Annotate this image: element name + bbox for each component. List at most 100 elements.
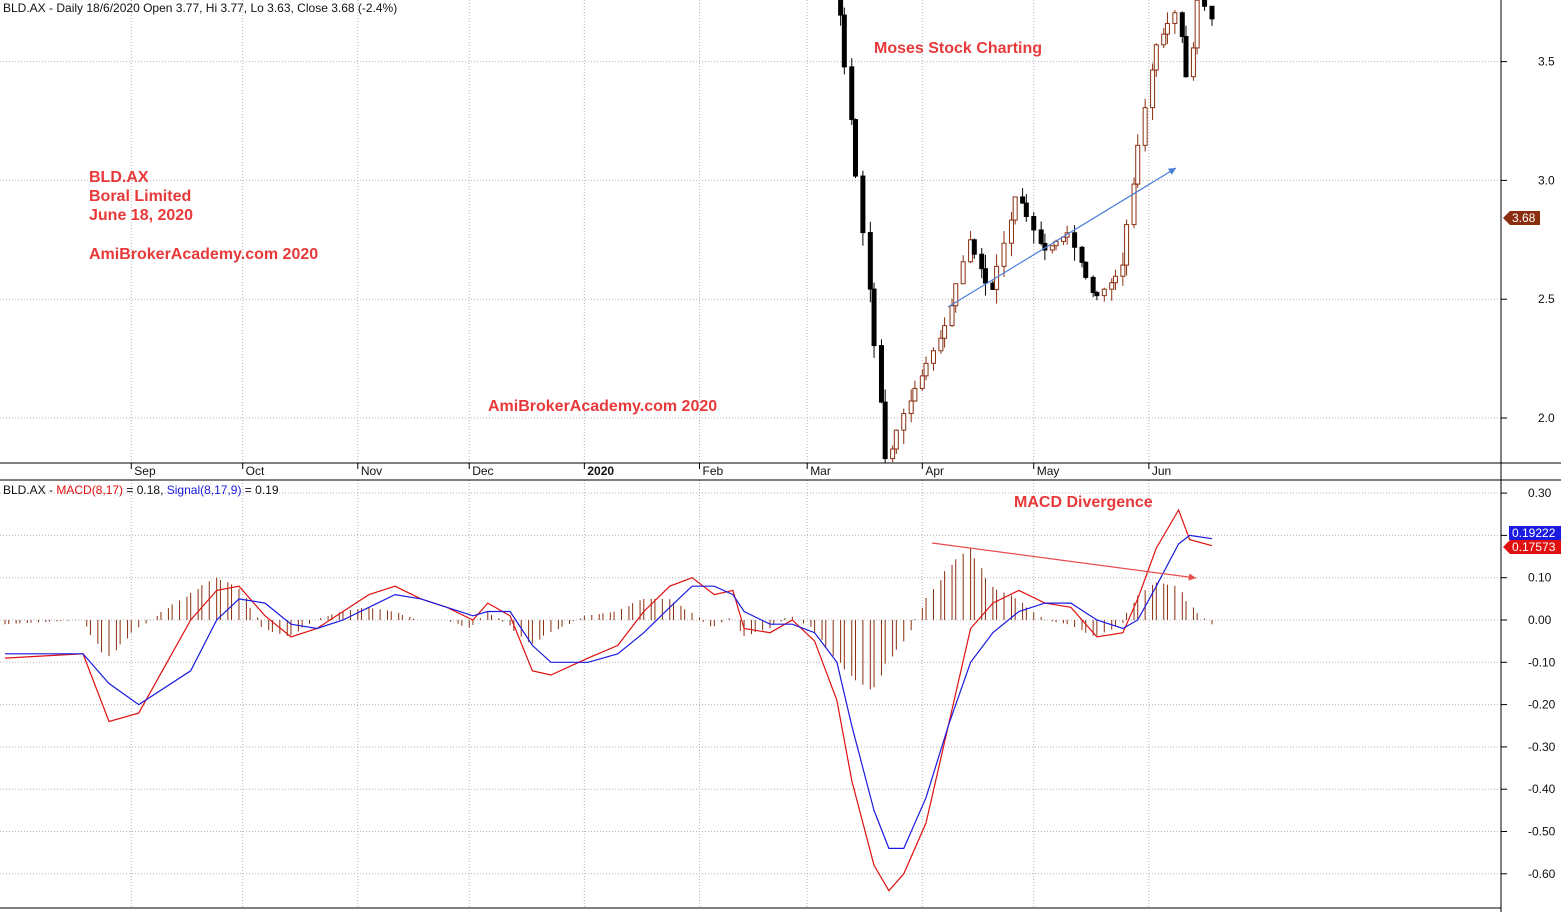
macd-tick-label: -0.20 <box>1528 698 1556 712</box>
signal-line <box>5 534 1213 850</box>
candle-body <box>841 14 847 68</box>
candle-body <box>1023 202 1029 217</box>
macd-tick-label: -0.30 <box>1528 740 1556 754</box>
x-tick-label: Feb <box>702 464 723 478</box>
price-header: BLD.AX - Daily 18/6/2020 Open 3.77, Hi 3… <box>3 1 397 15</box>
chart-grid <box>0 0 1501 908</box>
macd-tick-label: 0.30 <box>1528 486 1552 500</box>
candle-body <box>971 239 977 255</box>
candle-body <box>1038 229 1044 244</box>
macd-tick-label: 0.00 <box>1528 613 1552 627</box>
macd-header: BLD.AX - MACD(8,17) = 0.18, Signal(8,17,… <box>3 483 279 497</box>
macd-histogram <box>4 548 1213 690</box>
candle-body <box>949 305 955 327</box>
signal-label: Signal(8,17,9) <box>167 483 242 497</box>
macd-tick-label: -0.40 <box>1528 782 1556 796</box>
macd-label: MACD(8,17) <box>56 483 123 497</box>
macd-tick-label: -0.60 <box>1528 867 1556 881</box>
candle-body <box>1020 196 1026 204</box>
macd-tick-label: -0.50 <box>1528 825 1556 839</box>
brand-annotation: Moses Stock Charting <box>874 40 1042 57</box>
candle-body <box>901 413 907 431</box>
candle-body <box>1083 261 1089 278</box>
candle-body <box>1094 291 1100 297</box>
candle-body <box>1190 47 1196 78</box>
x-tick-label: Nov <box>361 464 382 478</box>
svg-text:3.68: 3.68 <box>1512 211 1536 225</box>
candle-body <box>882 401 888 460</box>
candle-body <box>1142 107 1148 146</box>
candle-body <box>1109 282 1115 290</box>
candle-body <box>871 288 877 347</box>
candle-body <box>923 362 929 377</box>
macd-tick-label: 0.10 <box>1528 571 1552 585</box>
macd-divergence-arrow <box>931 542 1197 581</box>
candle-body <box>1161 33 1167 46</box>
candle-body <box>979 253 985 270</box>
candle-body <box>1101 288 1107 297</box>
candle-body <box>1008 219 1014 244</box>
axis-ticks: Sep Oct Nov Dec 2020 Feb Mar Apr May Jun 2.0 2.5 3.0… <box>130 55 1556 881</box>
price-trend-arrow <box>947 167 1177 308</box>
candle-body <box>1001 242 1007 267</box>
macd-tick-label: -0.10 <box>1528 655 1556 669</box>
x-tick-label: May <box>1037 464 1060 478</box>
macd-value-tag: 0.17573 <box>1503 540 1561 554</box>
candle-body <box>1209 5 1215 20</box>
price-tick-label: 3.5 <box>1538 55 1555 69</box>
price-tick-label: 2.0 <box>1538 411 1555 425</box>
x-tick-label: 2020 <box>587 464 614 478</box>
watermark-center: AmiBrokerAcademy.com 2020 <box>488 398 717 415</box>
signal-value-tag: 0.19222 <box>1509 526 1561 540</box>
x-tick-label: Jun <box>1152 464 1171 478</box>
candle-body <box>912 387 918 402</box>
macd-value: = 0.18, <box>123 483 167 497</box>
candle-body <box>942 325 948 339</box>
candle-body <box>1179 12 1185 38</box>
macd-line <box>4 508 1213 892</box>
macd-header-prefix: BLD.AX - <box>3 483 56 497</box>
candle-body <box>930 350 936 364</box>
candle-body <box>1131 183 1137 226</box>
watermark-left: AmiBrokerAcademy.com 2020 <box>89 246 318 263</box>
candle-body <box>960 261 966 285</box>
candle-body <box>1049 245 1055 251</box>
signal-value: = 0.19 <box>241 483 278 497</box>
candle-body <box>1124 224 1130 266</box>
candle-body <box>1090 276 1096 293</box>
candle-body <box>982 268 988 284</box>
price-candles <box>838 0 1215 464</box>
candle-body <box>893 429 899 450</box>
candle-body <box>1183 36 1189 78</box>
x-tick-label: Dec <box>472 464 493 478</box>
candle-body <box>908 400 914 415</box>
x-tick-label: Oct <box>246 464 265 478</box>
candle-body <box>1202 0 1208 7</box>
candle-body <box>1120 264 1126 277</box>
candle-body <box>1072 232 1078 248</box>
company-annotation: Boral Limited <box>89 188 191 205</box>
candle-body <box>1164 22 1170 35</box>
candle-body <box>1194 0 1200 49</box>
candle-body <box>867 232 873 290</box>
candle-body <box>1150 69 1156 109</box>
candle-body <box>919 375 925 389</box>
candle-body <box>1031 215 1037 231</box>
candle-body <box>953 283 959 307</box>
price-tick-label: 3.0 <box>1538 173 1555 187</box>
last-price-tag: 3.68 <box>1503 211 1540 225</box>
date-annotation: June 18, 2020 <box>89 207 193 224</box>
candle-body <box>878 345 884 403</box>
candle-body <box>1172 12 1178 24</box>
indicator-lines <box>4 508 1213 892</box>
price-tick-label: 2.5 <box>1538 292 1555 306</box>
candle-body <box>1012 196 1018 221</box>
x-tick-label: Sep <box>134 464 156 478</box>
candle-body <box>1153 44 1159 71</box>
candle-body <box>849 66 855 121</box>
candle-body <box>1112 275 1118 284</box>
divergence-annotation: MACD Divergence <box>1014 494 1153 511</box>
candle-body <box>852 119 858 177</box>
candle-body <box>1079 246 1085 263</box>
